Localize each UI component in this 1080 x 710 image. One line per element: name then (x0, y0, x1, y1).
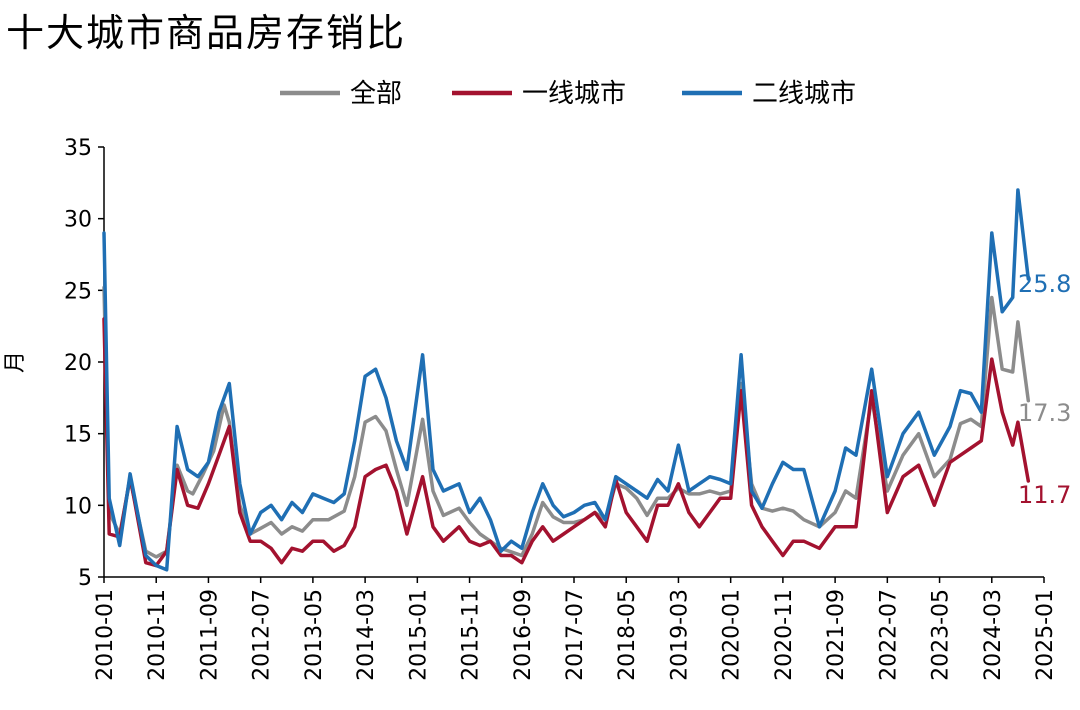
x-tick-label: 2013-05 (302, 589, 327, 681)
y-tick-label: 20 (64, 351, 92, 376)
x-tick-label: 2024-03 (981, 589, 1006, 681)
y-tick-label: 5 (78, 566, 92, 591)
end-value-label: 11.7 (1018, 481, 1071, 509)
y-tick-label: 30 (64, 208, 92, 233)
y-axis-label: 月 (3, 351, 28, 373)
x-tick-label: 2015-01 (406, 589, 431, 681)
x-tick-label: 2010-11 (145, 589, 170, 681)
legend-label: 二线城市 (752, 79, 856, 109)
y-tick-label: 10 (64, 494, 92, 519)
chart-title: 十大城市商品房存销比 (6, 11, 407, 55)
x-tick-label: 2018-05 (615, 589, 640, 681)
y-tick-label: 35 (64, 136, 92, 161)
x-tick-label: 2014-03 (354, 589, 379, 681)
legend-label: 全部 (350, 79, 402, 109)
axes: 5 10 15 20 25 30 35 月 2010-01 2010-11 2011-09 2012-… (3, 136, 1058, 681)
x-tick-label: 2017-07 (563, 589, 588, 681)
legend-label: 一线城市 (522, 79, 626, 109)
series-lines (102, 188, 1031, 572)
end-labels: 17.3 11.7 25.8 (1018, 270, 1071, 509)
x-tick-label: 2015-11 (459, 589, 484, 681)
x-tick-label: 2025-01 (1033, 589, 1058, 681)
x-tick-label: 2020-11 (772, 589, 797, 681)
x-tick-label: 2020-01 (720, 589, 745, 681)
y-tick-label: 15 (64, 423, 92, 448)
x-tick-label: 2023-05 (929, 589, 954, 681)
series-line-一线城市 (102, 317, 1031, 568)
x-tick-label: 2010-01 (93, 589, 118, 681)
x-tick-label: 2011-09 (197, 589, 222, 681)
x-tick-label: 2021-09 (824, 589, 849, 681)
legend: 全部 一线城市 二线城市 (280, 79, 856, 109)
end-value-label: 17.3 (1018, 399, 1071, 427)
x-tick-label: 2012-07 (250, 589, 275, 681)
x-tick-label: 2016-09 (511, 589, 536, 681)
end-value-label: 25.8 (1018, 270, 1071, 298)
y-tick-label: 25 (64, 279, 92, 304)
series-line-二线城市 (102, 188, 1031, 572)
x-tick-label: 2019-03 (667, 589, 692, 681)
x-tick-label: 2022-07 (876, 589, 901, 681)
